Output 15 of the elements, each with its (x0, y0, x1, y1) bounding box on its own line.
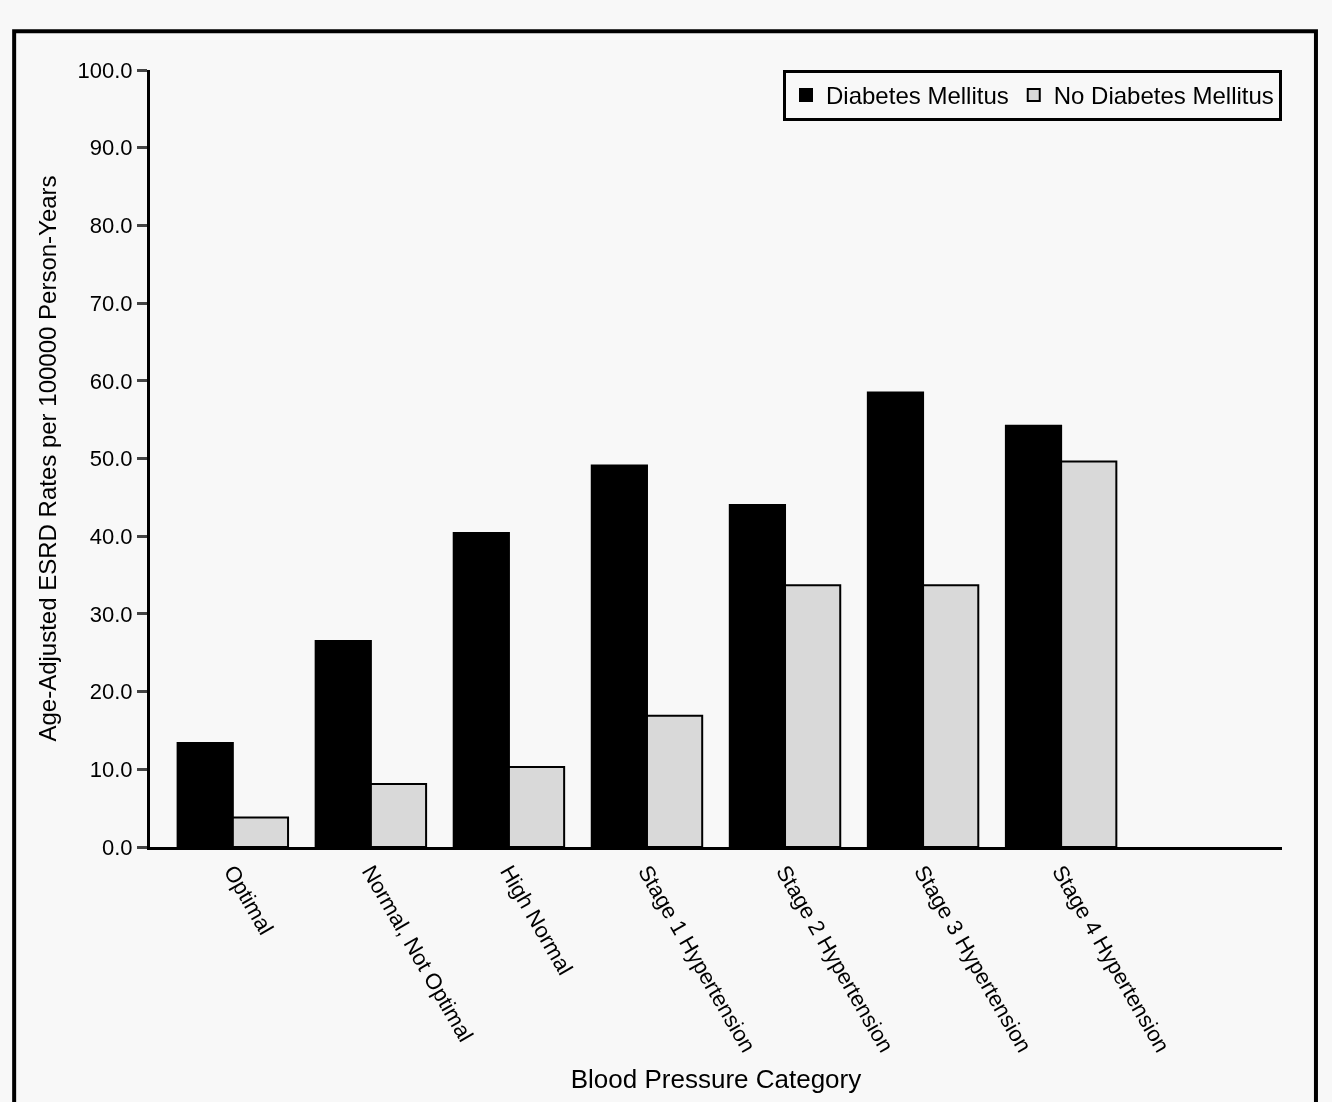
y-tick-label: 70.0 (89, 290, 133, 316)
y-tick-label: 90.0 (89, 135, 133, 161)
y-tick-label: 100.0 (77, 57, 133, 83)
y-tick-label: 30.0 (89, 601, 133, 627)
y-tick-label: 60.0 (89, 368, 133, 394)
x-axis-title: Blood Pressure Category (570, 1064, 862, 1095)
y-tick-label: 50.0 (89, 446, 133, 472)
legend-label: No Diabetes Mellitus (1053, 82, 1274, 110)
y-tick-label: 20.0 (89, 679, 133, 705)
y-tick-label: 10.0 (89, 757, 133, 782)
y-axis-title: Age-Adjusted ESRD Rates per 100000 Person-Years (33, 175, 61, 742)
legend-label: Diabetes Mellitus (826, 82, 1009, 110)
y-tick-label: 40.0 (89, 523, 133, 549)
y-tick-label: 0.0 (102, 834, 133, 860)
y-tick-label: 80.0 (89, 213, 133, 239)
